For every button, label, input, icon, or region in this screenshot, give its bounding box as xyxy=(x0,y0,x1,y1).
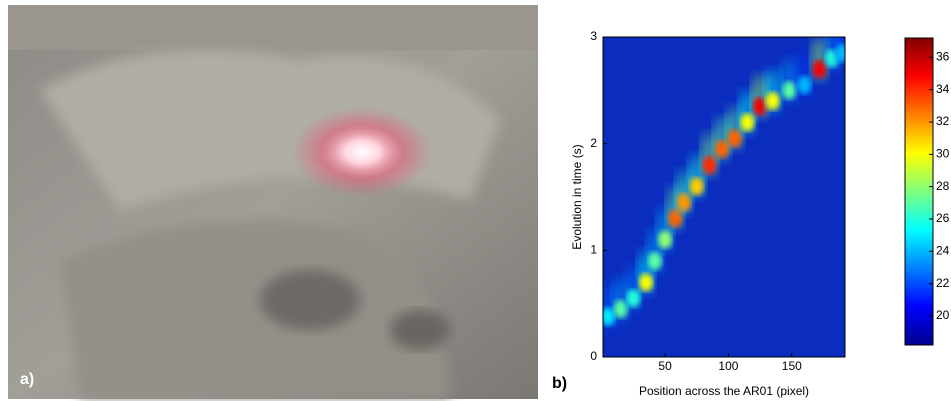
heat-spot xyxy=(677,193,691,211)
heat-spot xyxy=(715,140,729,158)
heat-spot xyxy=(797,76,811,94)
heat-spot xyxy=(614,300,628,318)
y-axis-label: Evolution in time (s) xyxy=(570,144,584,249)
page: {"panels": {"a": "a)", "b": "b)"}, "char… xyxy=(0,0,951,401)
heat-spot xyxy=(690,177,704,195)
colorbar-tick-label: 32 xyxy=(936,114,950,128)
colorbar-tick-label: 24 xyxy=(936,243,950,257)
panel-label: a) xyxy=(20,371,34,388)
heat-spot xyxy=(702,156,716,174)
heat-spot xyxy=(740,113,754,131)
colorbar-tick-label: 36 xyxy=(936,50,950,64)
colorbar-tick-label: 28 xyxy=(936,179,950,193)
figure: a) b) Position across the AR01 (pixel) E… xyxy=(0,0,951,401)
heat-spot xyxy=(835,44,849,62)
colorbar-tick-label: 30 xyxy=(936,147,950,161)
colorbar-tick-label: 26 xyxy=(936,211,950,225)
heat-spot xyxy=(728,129,742,147)
heat-spot xyxy=(658,231,672,249)
heat-spot xyxy=(766,92,780,110)
y-tick-label: 0 xyxy=(590,349,597,363)
colorbar-tick-label: 34 xyxy=(936,82,950,96)
x-tick-label: 150 xyxy=(782,359,802,373)
colorbar-tick-label: 22 xyxy=(936,276,950,290)
x-axis-label: Position across the AR01 (pixel) xyxy=(639,384,809,398)
panel-label: b) xyxy=(552,375,567,392)
y-tick-label: 1 xyxy=(590,243,597,257)
heat-spot xyxy=(626,289,640,307)
heat-spot xyxy=(648,252,662,270)
colorbar xyxy=(905,38,933,345)
colorbar-tick-label: 20 xyxy=(936,308,950,322)
heat-spot xyxy=(639,273,653,291)
y-tick-label: 2 xyxy=(590,136,597,150)
x-tick-label: 50 xyxy=(658,359,672,373)
y-tick-label: 3 xyxy=(590,29,597,43)
photo xyxy=(8,5,538,399)
heat-spot xyxy=(813,60,827,78)
heat-spot xyxy=(782,81,796,99)
x-tick-label: 100 xyxy=(718,359,738,373)
